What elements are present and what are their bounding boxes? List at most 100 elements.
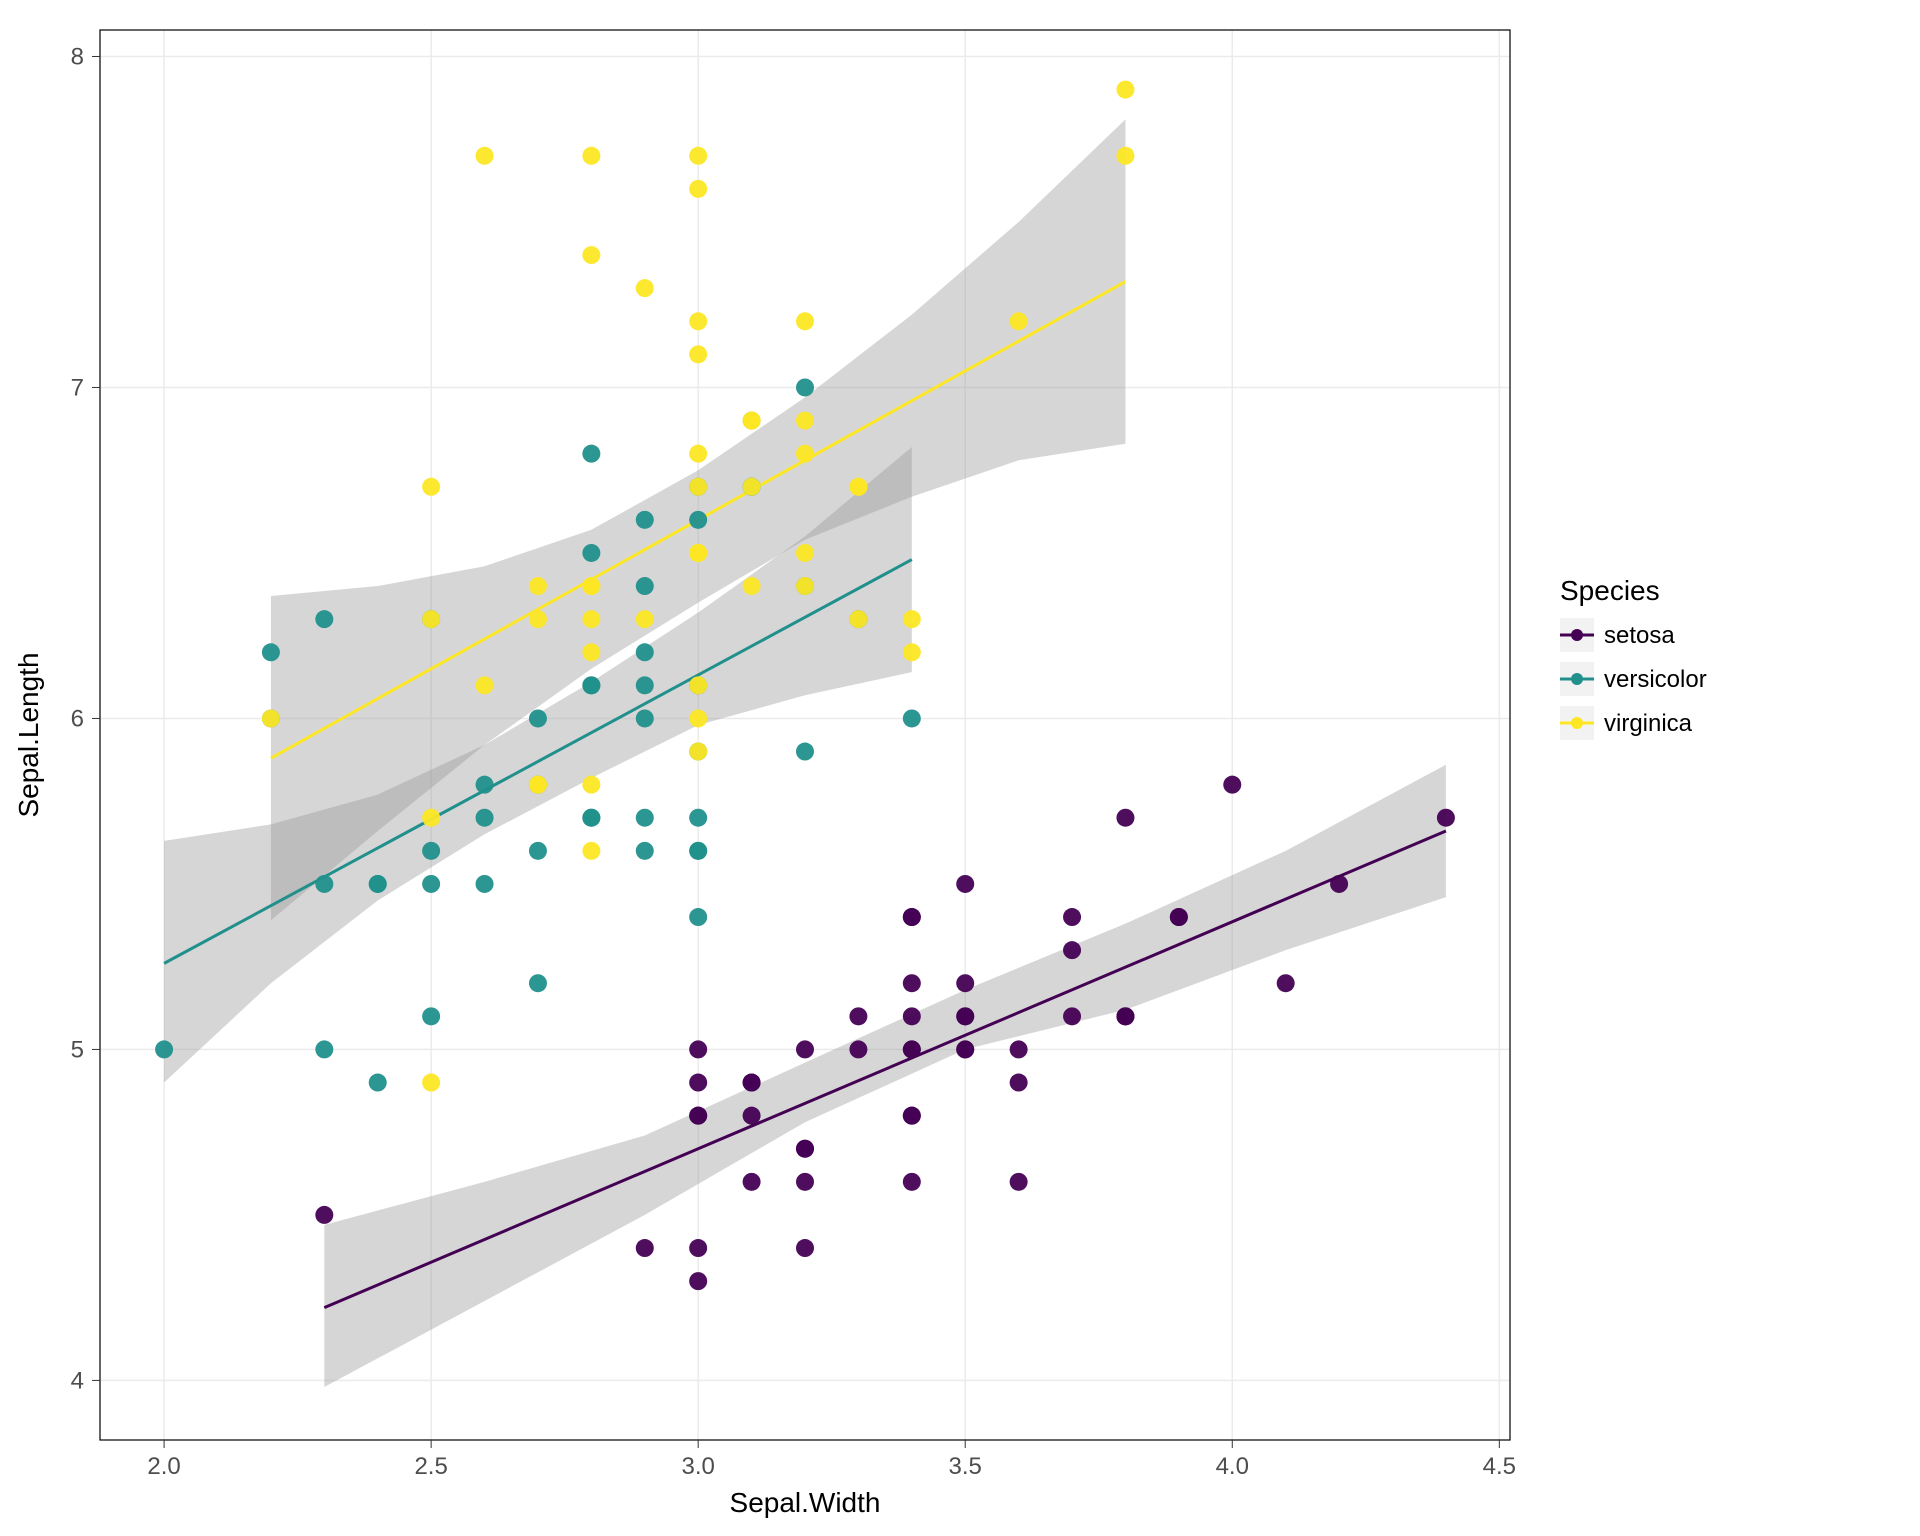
point-versicolor bbox=[422, 875, 440, 893]
point-setosa bbox=[689, 1107, 707, 1125]
point-versicolor bbox=[422, 1007, 440, 1025]
x-axis: 2.02.53.03.54.04.5 bbox=[147, 1440, 1516, 1480]
point-virginica bbox=[849, 610, 867, 628]
point-virginica bbox=[636, 610, 654, 628]
point-versicolor bbox=[262, 643, 280, 661]
point-virginica bbox=[1116, 81, 1134, 99]
point-setosa bbox=[796, 1040, 814, 1058]
point-virginica bbox=[689, 147, 707, 165]
point-setosa bbox=[1010, 1040, 1028, 1058]
point-virginica bbox=[1010, 312, 1028, 330]
point-setosa bbox=[1116, 809, 1134, 827]
point-setosa bbox=[903, 908, 921, 926]
point-setosa bbox=[1063, 941, 1081, 959]
point-setosa bbox=[689, 1272, 707, 1290]
legend-label: setosa bbox=[1604, 622, 1675, 649]
point-setosa bbox=[796, 1140, 814, 1158]
point-setosa bbox=[903, 1007, 921, 1025]
point-versicolor bbox=[689, 908, 707, 926]
point-versicolor bbox=[369, 875, 387, 893]
point-virginica bbox=[796, 577, 814, 595]
y-axis-title: Sepal.Length bbox=[13, 652, 44, 817]
point-versicolor bbox=[903, 709, 921, 727]
point-setosa bbox=[689, 1239, 707, 1257]
point-setosa bbox=[1010, 1173, 1028, 1191]
legend: Species setosa versicolor virginica bbox=[1560, 575, 1707, 740]
legend-label: versicolor bbox=[1604, 666, 1707, 693]
x-axis-title: Sepal.Width bbox=[730, 1487, 881, 1518]
point-versicolor bbox=[476, 809, 494, 827]
point-versicolor bbox=[155, 1040, 173, 1058]
legend-title: Species bbox=[1560, 575, 1660, 606]
point-virginica bbox=[796, 312, 814, 330]
point-virginica bbox=[743, 577, 761, 595]
point-versicolor bbox=[315, 1040, 333, 1058]
point-versicolor bbox=[582, 544, 600, 562]
y-tick-label: 6 bbox=[71, 705, 84, 732]
point-virginica bbox=[689, 676, 707, 694]
point-virginica bbox=[903, 643, 921, 661]
point-setosa bbox=[743, 1074, 761, 1092]
point-virginica bbox=[849, 478, 867, 496]
point-versicolor bbox=[529, 842, 547, 860]
point-virginica bbox=[796, 412, 814, 430]
point-virginica bbox=[689, 709, 707, 727]
point-virginica bbox=[903, 610, 921, 628]
point-virginica bbox=[689, 345, 707, 363]
point-versicolor bbox=[796, 378, 814, 396]
point-virginica bbox=[422, 478, 440, 496]
point-versicolor bbox=[689, 809, 707, 827]
point-setosa bbox=[903, 974, 921, 992]
point-setosa bbox=[903, 1040, 921, 1058]
point-virginica bbox=[582, 246, 600, 264]
legend-label: virginica bbox=[1604, 710, 1693, 737]
point-virginica bbox=[529, 577, 547, 595]
point-setosa bbox=[1330, 875, 1348, 893]
x-tick-label: 4.0 bbox=[1216, 1453, 1249, 1480]
point-virginica bbox=[582, 842, 600, 860]
point-versicolor bbox=[636, 842, 654, 860]
y-tick-label: 5 bbox=[71, 1036, 84, 1063]
point-virginica bbox=[582, 577, 600, 595]
point-versicolor bbox=[796, 743, 814, 761]
x-tick-label: 3.5 bbox=[949, 1453, 982, 1480]
point-virginica bbox=[689, 544, 707, 562]
y-tick-label: 7 bbox=[71, 374, 84, 401]
point-virginica bbox=[582, 610, 600, 628]
point-setosa bbox=[849, 1007, 867, 1025]
point-virginica bbox=[1116, 147, 1134, 165]
point-setosa bbox=[1063, 1007, 1081, 1025]
point-setosa bbox=[315, 1206, 333, 1224]
point-virginica bbox=[689, 743, 707, 761]
point-virginica bbox=[422, 610, 440, 628]
point-versicolor bbox=[636, 577, 654, 595]
point-setosa bbox=[796, 1173, 814, 1191]
point-versicolor bbox=[582, 445, 600, 463]
legend-point-icon bbox=[1571, 673, 1583, 685]
point-setosa bbox=[1277, 974, 1295, 992]
legend-point-icon bbox=[1571, 629, 1583, 641]
point-setosa bbox=[903, 1173, 921, 1191]
point-setosa bbox=[956, 875, 974, 893]
point-setosa bbox=[956, 974, 974, 992]
point-versicolor bbox=[369, 1074, 387, 1092]
point-setosa bbox=[1116, 1007, 1134, 1025]
point-setosa bbox=[636, 1239, 654, 1257]
point-versicolor bbox=[636, 809, 654, 827]
point-versicolor bbox=[529, 709, 547, 727]
point-setosa bbox=[1223, 776, 1241, 794]
x-tick-label: 2.5 bbox=[414, 1453, 447, 1480]
x-tick-label: 4.5 bbox=[1483, 1453, 1516, 1480]
point-virginica bbox=[529, 776, 547, 794]
point-virginica bbox=[476, 147, 494, 165]
point-virginica bbox=[689, 445, 707, 463]
point-setosa bbox=[689, 1040, 707, 1058]
point-virginica bbox=[262, 709, 280, 727]
point-setosa bbox=[956, 1040, 974, 1058]
point-setosa bbox=[956, 1007, 974, 1025]
point-versicolor bbox=[636, 709, 654, 727]
point-versicolor bbox=[315, 610, 333, 628]
point-virginica bbox=[582, 147, 600, 165]
point-virginica bbox=[743, 412, 761, 430]
point-versicolor bbox=[476, 875, 494, 893]
